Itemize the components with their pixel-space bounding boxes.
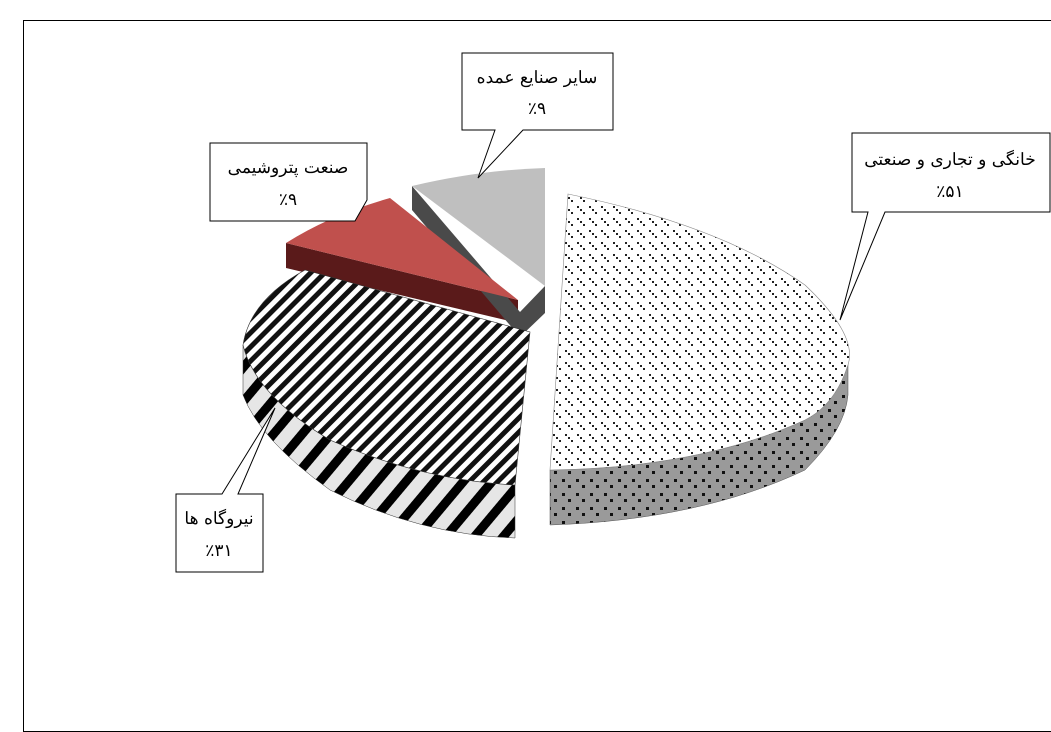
callout-other-label: سایر صنایع عمده bbox=[477, 68, 598, 88]
callout-other-value: ٪۹ bbox=[528, 99, 546, 119]
callout-powerplants: نیروگاه ها ٪۳۱ bbox=[175, 407, 276, 573]
slice-households bbox=[549, 193, 850, 471]
callout-powerplants-label: نیروگاه ها bbox=[184, 508, 253, 529]
callout-other: سایر صنایع عمده ٪۹ bbox=[461, 52, 614, 179]
slice-side-other bbox=[412, 186, 545, 337]
slice-powerplants bbox=[242, 269, 531, 486]
slice-side-petrochemical bbox=[286, 243, 518, 323]
callout-petrochemical: صنعت پتروشیمی ٪۹ bbox=[209, 142, 368, 222]
pie-top bbox=[242, 168, 850, 486]
slice-other bbox=[412, 168, 545, 286]
callout-households-value: ٪۵۱ bbox=[936, 182, 963, 202]
callout-powerplants-value: ٪۳۱ bbox=[205, 541, 232, 561]
slice-petrochemical bbox=[286, 198, 518, 300]
callout-petrochemical-value: ٪۹ bbox=[279, 190, 297, 210]
callout-households: خانگی و تجاری و صنعتی ٪۵۱ bbox=[839, 132, 1051, 321]
callout-households-label: خانگی و تجاری و صنعتی bbox=[864, 149, 1035, 170]
callout-petrochemical-label: صنعت پتروشیمی bbox=[228, 158, 349, 178]
